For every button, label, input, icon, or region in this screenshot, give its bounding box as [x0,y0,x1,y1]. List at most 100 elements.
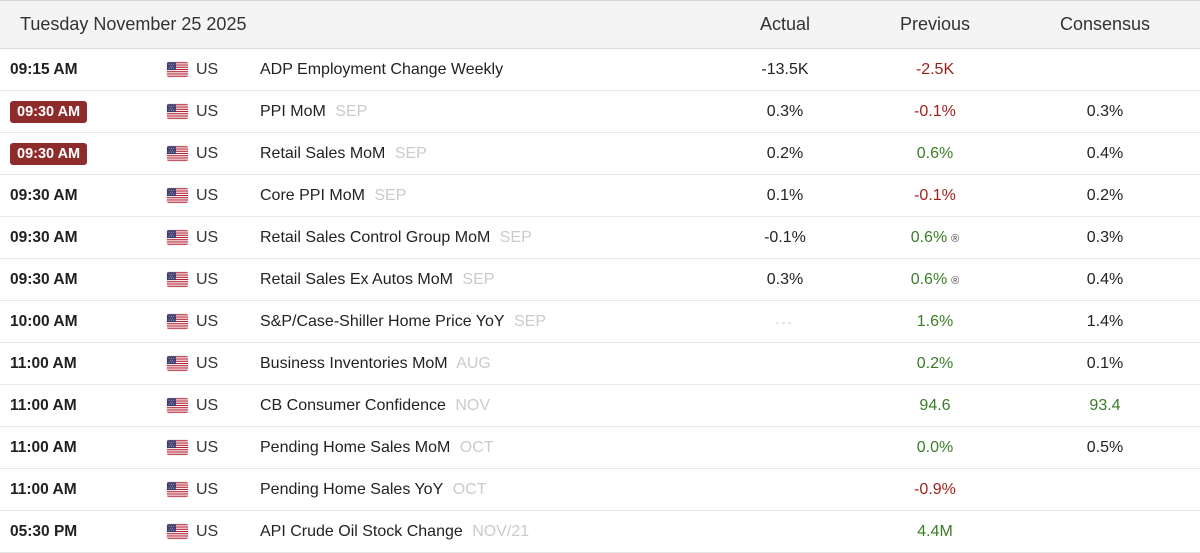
table-row[interactable]: 09:30 AM [0,217,1200,259]
event-time-label: 09:30 AM [10,270,78,288]
event-period: SEP [390,144,427,162]
event-name[interactable]: Retail Sales Control Group MoM SEP [260,229,710,247]
us-flag-icon [167,230,188,245]
country-code: US [196,270,219,288]
previous-value: -0.1% [914,186,956,204]
event-time: 09:30 AM [0,142,155,165]
event-time: 09:30 AM [0,100,155,123]
country-code: US [196,102,219,120]
event-time-label: 11:00 AM [10,354,77,372]
actual-value: -13.5K [761,60,809,78]
consensus-value: 0.2% [1086,186,1124,204]
country-code: US [196,60,219,78]
event-time-label: 11:00 AM [10,396,77,414]
table-row[interactable]: 09:15 AM [0,49,1200,91]
event-name[interactable]: Pending Home Sales YoY OCT [260,481,710,499]
country-cell: US [155,103,260,121]
us-flag-icon [167,398,188,413]
table-row[interactable]: 09:30 AM [0,259,1200,301]
country-cell: US [155,397,260,415]
consensus-value: 1.4% [1086,312,1124,330]
event-period: SEP [509,312,547,330]
event-period: OCT [455,438,494,456]
previous-value: 4.4M [917,522,953,540]
table-row[interactable]: 09:30 AM [0,175,1200,217]
event-name[interactable]: API Crude Oil Stock Change NOV/21 [260,523,710,541]
event-time-label: 11:00 AM [10,438,77,456]
event-time: 11:00 AM [0,397,155,415]
consensus-value: 93.4 [1089,396,1121,414]
previous-value: -0.9% [914,480,956,498]
country-code: US [196,396,219,414]
table-row[interactable]: 10:00 AM [0,301,1200,343]
event-title: Pending Home Sales YoY [260,480,444,498]
country-code: US [196,438,219,456]
actual-value: 0.3% [766,102,804,120]
us-flag-icon [167,440,188,455]
calendar-date: Tuesday November 25 2025 [20,14,247,34]
country-code: US [196,522,219,540]
revised-indicator: ® [951,274,960,287]
event-time-label: 09:30 AM [10,186,78,204]
table-body: 09:15 AM [0,49,1200,552]
event-name[interactable]: Pending Home Sales MoM OCT [260,439,710,457]
pending-indicator: ▪▪▪ [775,317,795,328]
event-name[interactable]: S&P/Case-Shiller Home Price YoY SEP [260,313,710,331]
event-time: 09:30 AM [0,187,155,205]
event-name[interactable]: CB Consumer Confidence NOV [260,397,710,415]
consensus-value: 0.5% [1086,438,1124,456]
country-code: US [196,480,219,498]
event-time: 11:00 AM [0,355,155,373]
country-code: US [196,186,219,204]
event-title: S&P/Case-Shiller Home Price YoY [260,312,505,330]
consensus-value: 0.3% [1086,102,1124,120]
table-row[interactable]: 09:30 AM [0,91,1200,133]
event-period: OCT [448,480,487,498]
previous-value: -2.5K [915,60,955,78]
consensus-value: 0.4% [1086,144,1124,162]
actual-value: ▪▪▪ [710,313,860,331]
event-time: 11:00 AM [0,481,155,499]
actual-value: 0.3% [766,270,804,288]
previous-value: 0.6% [916,144,954,162]
us-flag-icon [167,146,188,161]
event-title: Retail Sales MoM [260,144,386,162]
previous-value: 0.0% [916,438,954,456]
event-period: SEP [495,228,532,246]
event-name[interactable]: Retail Sales Ex Autos MoM SEP [260,271,710,289]
event-name[interactable]: Retail Sales MoM SEP [260,145,710,163]
previous-value: 0.2% [916,354,954,372]
event-time: 11:00 AM [0,439,155,457]
previous-value: -0.1% [914,102,956,120]
event-time: 10:00 AM [0,313,155,331]
event-name[interactable]: PPI MoM SEP [260,103,710,121]
event-name[interactable]: ADP Employment Change Weekly [260,61,710,79]
event-name[interactable]: Business Inventories MoM AUG [260,355,710,373]
table-row[interactable]: 05:30 PM [0,511,1200,552]
country-cell: US [155,355,260,373]
country-cell: US [155,145,260,163]
country-cell: US [155,481,260,499]
calendar-header: Tuesday November 25 2025 Actual Previous… [0,1,1200,49]
revised-indicator: ® [951,232,960,245]
consensus-value: 0.1% [1086,354,1124,372]
us-flag-icon [167,314,188,329]
previous-value: 0.6% ® [910,228,960,246]
us-flag-icon [167,104,188,119]
event-title: Retail Sales Control Group MoM [260,228,491,246]
column-header-actual: Actual [759,14,811,34]
event-title: Retail Sales Ex Autos MoM [260,270,453,288]
table-row[interactable]: 11:00 AM [0,343,1200,385]
event-name[interactable]: Core PPI MoM SEP [260,187,710,205]
table-row[interactable]: 09:30 AM [0,133,1200,175]
column-header-consensus: Consensus [1059,14,1151,34]
previous-value: 0.6% ® [910,270,960,288]
table-row[interactable]: 11:00 AM [0,469,1200,511]
column-header-previous: Previous [899,14,971,34]
table-row[interactable]: 11:00 AM [0,427,1200,469]
country-cell: US [155,439,260,457]
us-flag-icon [167,188,188,203]
event-time-label: 11:00 AM [10,480,77,498]
country-cell: US [155,271,260,289]
table-row[interactable]: 11:00 AM [0,385,1200,427]
